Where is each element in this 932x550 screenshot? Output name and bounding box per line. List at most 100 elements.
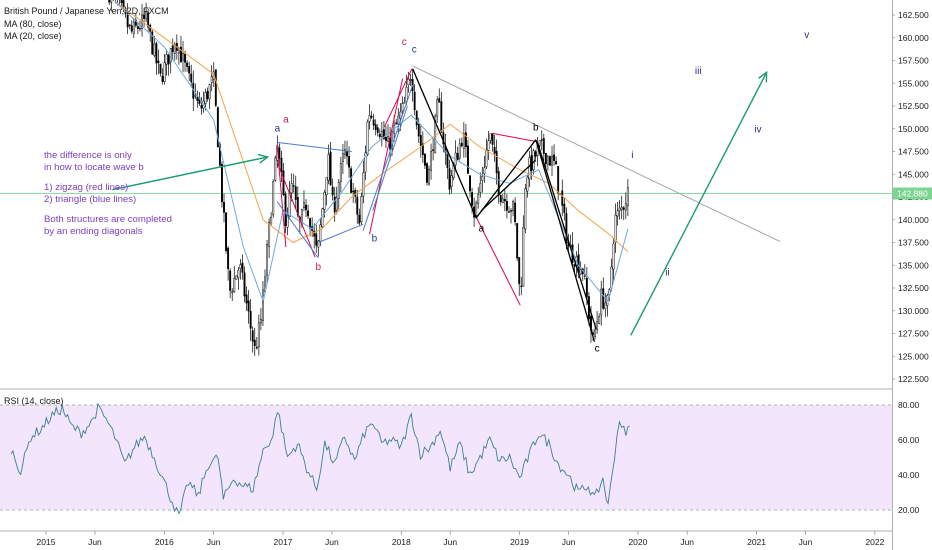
wave-label: iv [754, 124, 761, 135]
candle-body [409, 79, 412, 81]
candle-body [315, 233, 318, 246]
candle-body [370, 116, 373, 118]
candle-body [333, 196, 336, 213]
candle-body [329, 151, 332, 186]
price-tick-label: 135.000 [898, 260, 929, 270]
zigzag-line [491, 132, 536, 142]
candle-body [491, 133, 494, 145]
price-tick-label: 162.500 [898, 10, 929, 20]
candle-body [528, 157, 531, 180]
candle-body [110, 0, 113, 3]
candle-body [120, 0, 123, 3]
candle-body [503, 199, 506, 202]
candle-body [210, 76, 213, 83]
rsi-tick-label: 20.00 [898, 505, 920, 515]
candle-body [467, 145, 469, 174]
candle-body [305, 204, 307, 211]
candle-body [331, 186, 334, 196]
time-tick-label: Jun [443, 537, 457, 547]
candle-body [280, 157, 283, 173]
candle-body [139, 28, 141, 30]
candle-body [514, 202, 517, 222]
candle-body [136, 26, 139, 29]
candle-body [602, 288, 605, 309]
candle-body [268, 221, 271, 247]
projection-arrow [630, 72, 768, 336]
price-tick-label: 150.000 [898, 124, 929, 134]
wave-label: b [316, 262, 322, 273]
candle-body [600, 288, 603, 316]
candle-body [485, 149, 488, 168]
time-tick-label: 2017 [274, 537, 293, 547]
candle-body [423, 153, 426, 166]
candle-body [325, 177, 328, 195]
candle-body [151, 31, 154, 55]
candle-body [321, 208, 324, 228]
candle-body [585, 278, 588, 298]
candle-body [391, 131, 394, 149]
candle-body [161, 75, 164, 82]
projection-arrow-head [758, 70, 768, 83]
candle-body [132, 22, 135, 34]
chart-title: British Pound / Japanese Yen, 2D, FXCM [4, 6, 169, 16]
candle-body [413, 91, 416, 111]
candle-body [610, 266, 613, 289]
candle-body [245, 294, 248, 304]
candle-body [167, 54, 170, 65]
candle-body [272, 181, 275, 216]
time-tick-label: Jun [799, 537, 813, 547]
annotation-line: by an ending diagonals [44, 226, 143, 237]
price-tick-label: 145.000 [898, 169, 929, 179]
candle-body [184, 53, 187, 63]
candle-body [385, 137, 387, 141]
candle-body [555, 161, 558, 165]
candle-body [163, 62, 166, 82]
ma20-line [114, 1, 629, 304]
candle-body [251, 330, 254, 342]
candle-body [216, 107, 219, 148]
candle-body [624, 203, 627, 211]
triangle-line [372, 105, 408, 211]
abc-line [475, 139, 537, 219]
candle-body [284, 193, 287, 226]
candle-body [294, 186, 297, 200]
candle-body [288, 192, 291, 217]
candle-body [456, 152, 459, 160]
candle-body [233, 278, 236, 293]
candle-body [542, 138, 545, 154]
candle-body [108, 0, 111, 3]
candle-body [524, 188, 527, 230]
candle-body [344, 149, 346, 156]
candle-body [134, 19, 137, 26]
candle-body [596, 321, 599, 330]
candle-body [387, 136, 389, 143]
candle-body [598, 316, 601, 324]
rsi-tick-label: 80.00 [898, 400, 920, 410]
candle-body [206, 90, 209, 99]
candle-body [481, 176, 484, 182]
rsi-tick-label: 60.00 [898, 435, 920, 445]
time-tick-label: Jun [680, 537, 694, 547]
candle-body [594, 329, 597, 337]
triangle-line [318, 223, 364, 243]
candle-body [253, 339, 256, 346]
candle-body [462, 133, 465, 149]
price-tick-label: 160.000 [898, 33, 929, 43]
abc-line [535, 139, 596, 342]
abc-line [536, 142, 597, 330]
candle-body [225, 212, 228, 251]
candle-body [366, 121, 369, 155]
candle-body [364, 152, 367, 173]
wave-label: a [275, 123, 281, 134]
candle-body [186, 62, 189, 67]
candle-body [512, 201, 515, 212]
candle-body [352, 190, 355, 193]
candle-body [165, 54, 168, 65]
candle-body [200, 105, 203, 109]
candle-body [430, 151, 433, 171]
time-tick-label: Jun [325, 537, 339, 547]
candle-body [241, 262, 244, 273]
candle-body [516, 223, 519, 259]
wave-label: ii [665, 267, 669, 278]
candle-body [499, 195, 502, 203]
